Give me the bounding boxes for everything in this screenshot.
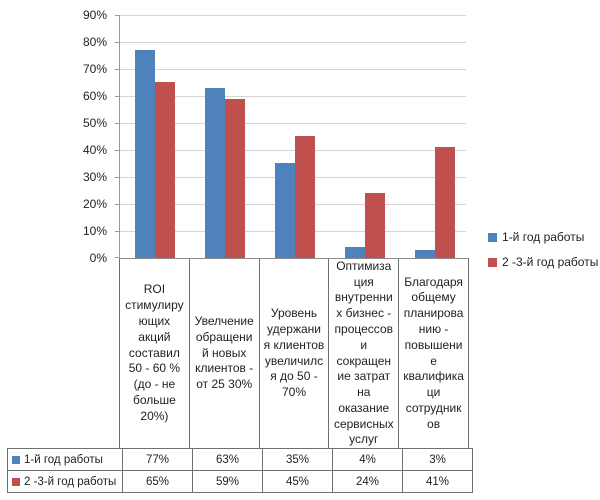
y-axis-tick	[115, 15, 120, 16]
y-axis-tick	[115, 177, 120, 178]
category-label: Оптимиза ция внутренни х бизнес - процес…	[333, 258, 394, 447]
value-cell: 35%	[262, 448, 333, 471]
category-label: ROI стимулиру ющих акций составил 50 - 6…	[125, 282, 184, 423]
table-row: 2 -3-й год работы 65% 59% 45% 24% 41%	[7, 470, 473, 493]
value-cell: 4%	[332, 448, 403, 471]
y-axis-label: 70%	[82, 62, 107, 76]
bar-year1-cat2	[205, 88, 225, 258]
y-axis-label: 60%	[82, 89, 107, 103]
y-axis-label: 80%	[82, 35, 107, 49]
series-key-icon	[12, 477, 20, 486]
y-axis-label: 90%	[82, 8, 107, 22]
y-axis-tick	[115, 204, 120, 205]
y-axis-tick	[115, 150, 120, 151]
gridline	[120, 42, 466, 43]
series-name-label: 2 -3-й год работы	[24, 475, 117, 488]
bar-year1-cat3	[275, 163, 295, 258]
y-axis-tick	[115, 96, 120, 97]
y-axis-tick	[115, 69, 120, 70]
legend-item: 1-й год работы	[488, 231, 598, 244]
bar-year1-cat5	[415, 250, 435, 258]
y-axis-tick	[115, 257, 120, 258]
y-axis-tick	[115, 123, 120, 124]
category-cell-4: Оптимиза ция внутренни х бизнес - процес…	[328, 259, 398, 448]
legend-swatch-icon	[488, 233, 497, 242]
category-label: Благодаря общему планирова нию - повышен…	[403, 274, 464, 431]
value-cell: 63%	[192, 448, 263, 471]
series-key-icon	[12, 455, 20, 464]
bar-year1-cat4	[345, 247, 365, 258]
y-axis-label: 50%	[82, 116, 107, 130]
series-name-cell: 1-й год работы	[7, 448, 123, 471]
category-cell-5: Благодаря общему планирова нию - повышен…	[398, 259, 468, 448]
y-axis-tick	[115, 231, 120, 232]
value-cell: 65%	[122, 470, 193, 493]
category-label: Увелчение обращени й новых клиентов - от…	[194, 314, 254, 392]
gridline	[120, 96, 466, 97]
legend-label: 2 -3-й год работы	[502, 255, 599, 269]
value-cell: 24%	[332, 470, 403, 493]
value-cell: 45%	[262, 470, 333, 493]
bar-year23-cat2	[225, 99, 245, 258]
y-axis-label: 40%	[82, 143, 107, 157]
legend-item: 2 -3-й год работы	[488, 256, 598, 269]
legend-label: 1-й год работы	[502, 230, 585, 244]
category-cell-1: ROI стимулиру ющих акций составил 50 - 6…	[119, 259, 189, 448]
value-cell: 3%	[402, 448, 473, 471]
value-cell: 41%	[402, 470, 473, 493]
y-axis-label: 30%	[82, 170, 107, 184]
data-table: 1-й год работы 77% 63% 35% 4% 3% 2 -3-й год ра…	[7, 448, 473, 493]
value-cell: 77%	[122, 448, 193, 471]
bar-year23-cat3	[295, 136, 315, 258]
bar-year23-cat1	[155, 82, 175, 258]
legend-swatch-icon	[488, 258, 497, 267]
series-name-cell: 2 -3-й год работы	[7, 470, 123, 493]
gridline	[120, 15, 466, 16]
y-axis-label: 0%	[89, 251, 107, 265]
y-axis-label: 10%	[82, 224, 107, 238]
category-cell-3: Уровень удержани я клиентов увеличилс я …	[258, 259, 329, 448]
gridline	[120, 69, 466, 70]
series-name-label: 1-й год работы	[24, 453, 103, 466]
y-axis-tick	[115, 42, 120, 43]
plot-area	[115, 15, 466, 258]
category-label: Уровень удержани я клиентов увеличилс я …	[263, 306, 325, 400]
value-cell: 59%	[192, 470, 263, 493]
table-row: 1-й год работы 77% 63% 35% 4% 3%	[7, 448, 473, 471]
category-cell-2: Увелчение обращени й новых клиентов - от…	[188, 259, 259, 448]
legend: 1-й год работы 2 -3-й год работы	[488, 231, 598, 281]
bar-year23-cat4	[365, 193, 385, 258]
category-axis: ROI стимулиру ющих акций составил 50 - 6…	[119, 258, 469, 448]
gridline	[120, 150, 466, 151]
bar-year23-cat5	[435, 147, 455, 258]
y-axis-label: 20%	[82, 197, 107, 211]
gridline	[120, 123, 466, 124]
bar-year1-cat1	[135, 50, 155, 258]
